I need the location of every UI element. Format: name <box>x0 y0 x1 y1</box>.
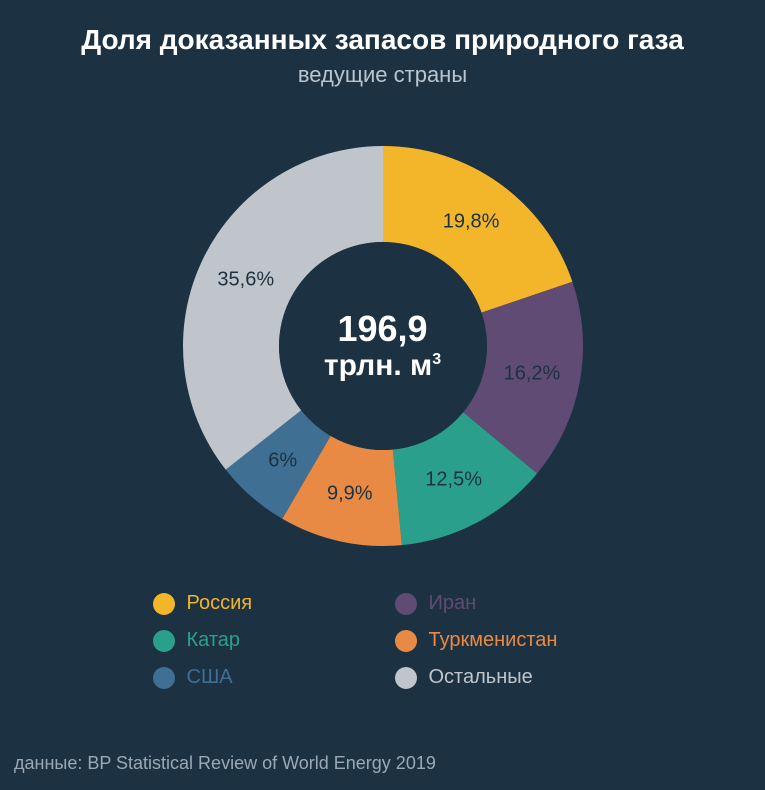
center-unit-sup: 3 <box>432 351 441 368</box>
legend-label: США <box>187 666 233 689</box>
legend-swatch <box>395 667 417 689</box>
center-unit-prefix: трлн. м <box>324 349 432 382</box>
legend-label: Катар <box>187 629 241 652</box>
legend-item: Иран <box>395 592 613 615</box>
legend-swatch <box>395 630 417 652</box>
donut-chart: 196,9 трлн. м3 19,8% 16,2% 12,5% 9,9% 6% 35,6… <box>173 136 593 556</box>
legend-item: Туркменистан <box>395 629 613 652</box>
legend-label: Туркменистан <box>429 629 558 652</box>
slice-label: 35,6% <box>217 268 274 291</box>
legend-item: Катар <box>153 629 371 652</box>
legend-item: Остальные <box>395 666 613 689</box>
legend-item: США <box>153 666 371 689</box>
legend-swatch <box>153 667 175 689</box>
donut-center-label: 196,9 трлн. м3 <box>324 308 441 384</box>
center-value: 196,9 <box>324 308 441 349</box>
legend-label: Россия <box>187 592 253 615</box>
legend-swatch <box>153 630 175 652</box>
slice-label: 12,5% <box>425 469 482 492</box>
slice-label: 9,9% <box>327 483 373 506</box>
legend-label: Иран <box>429 592 477 615</box>
center-unit: трлн. м3 <box>324 349 441 384</box>
chart-subtitle: ведущие страны <box>0 62 765 88</box>
slice-label: 16,2% <box>504 362 561 385</box>
slice-label: 6% <box>268 449 297 472</box>
source-text: данные: BP Statistical Review of World E… <box>14 753 436 774</box>
legend-swatch <box>153 593 175 615</box>
legend: Россия Иран Катар Туркменистан США Остальные <box>153 592 613 689</box>
legend-swatch <box>395 593 417 615</box>
chart-title: Доля доказанных запасов природного газа <box>0 0 765 56</box>
legend-label: Остальные <box>429 666 533 689</box>
slice-label: 19,8% <box>443 211 500 234</box>
legend-item: Россия <box>153 592 371 615</box>
